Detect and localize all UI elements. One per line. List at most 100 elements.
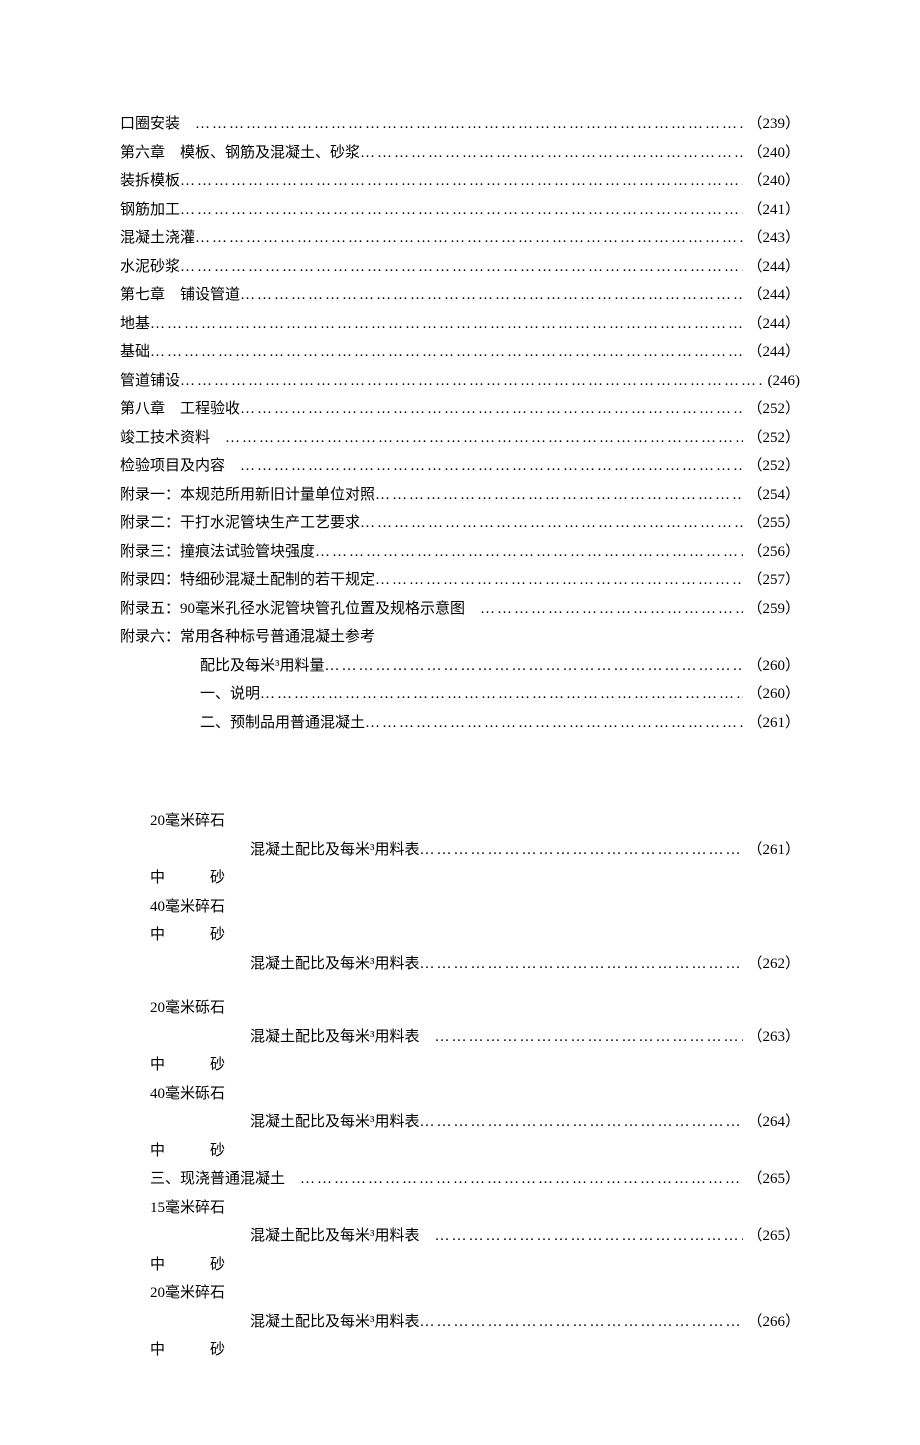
toc-line: 竣工技术资料 （252） bbox=[120, 424, 800, 453]
toc-label: 装拆模板 bbox=[120, 167, 180, 196]
toc-dots bbox=[300, 1165, 743, 1194]
toc-dots bbox=[240, 395, 743, 424]
toc-dots bbox=[180, 253, 743, 282]
toc-line: 第七章 铺设管道 （244） bbox=[120, 281, 800, 310]
plain-line: 15毫米碎石 bbox=[120, 1194, 800, 1223]
toc-page: （252） bbox=[743, 395, 800, 424]
center-sand-line: 中 砂 bbox=[120, 864, 800, 893]
toc-line: 钢筋加工（241） bbox=[120, 196, 800, 225]
toc-label: 附录五：90毫米孔径水泥管块管孔位置及规格示意图 bbox=[120, 595, 465, 624]
toc-label: 附录二：干打水泥管块生产工艺要求 bbox=[120, 509, 360, 538]
toc-dots bbox=[375, 481, 743, 510]
cs-right: 砂 bbox=[210, 1342, 225, 1358]
toc-dots bbox=[315, 538, 743, 567]
toc-page: （255） bbox=[743, 509, 800, 538]
toc-dots bbox=[325, 652, 744, 681]
toc-line: 配比及每米³用料量（260） bbox=[120, 652, 800, 681]
toc-dots bbox=[360, 139, 743, 168]
toc-page: (246) bbox=[764, 367, 801, 396]
toc-line: 附录四：特细砂混凝土配制的若干规定 （257） bbox=[120, 566, 800, 595]
toc-page: （261） bbox=[743, 836, 800, 865]
toc-gap bbox=[210, 424, 225, 453]
toc-dots bbox=[150, 310, 743, 339]
toc-label: 附录六：常用各种标号普通混凝土参考 bbox=[120, 623, 375, 652]
toc-appendix6-sub: 配比及每米³用料量（260）一、说明（260）二、预制品用普通混凝土（261） bbox=[120, 652, 800, 738]
cs-right: 砂 bbox=[210, 1143, 225, 1159]
toc-line: 口圈安装 （239） bbox=[120, 110, 800, 139]
spacer bbox=[120, 978, 800, 994]
toc-label: 混凝土配比及每米³用料表 bbox=[250, 950, 420, 979]
toc-label: 附录四：特细砂混凝土配制的若干规定 bbox=[120, 566, 375, 595]
plain-line: 40毫米碎石 bbox=[120, 893, 800, 922]
toc-label: 混凝土配比及每米³用料表 bbox=[250, 836, 420, 865]
toc-gap bbox=[225, 452, 240, 481]
toc-dots bbox=[360, 509, 743, 538]
toc-gap bbox=[465, 595, 480, 624]
toc-label: 第七章 铺设管道 bbox=[120, 281, 240, 310]
toc-line: 管道铺设(246) bbox=[120, 367, 800, 396]
toc-label: 检验项目及内容 bbox=[120, 452, 225, 481]
toc-page: （264） bbox=[743, 1108, 800, 1137]
toc-line: 一、说明 （260） bbox=[120, 680, 800, 709]
toc-page: （261） bbox=[743, 709, 800, 738]
toc-line: 附录一：本规范所用新旧计量单位对照（254） bbox=[120, 481, 800, 510]
toc-dots bbox=[420, 1308, 744, 1337]
toc-line: 附录二：干打水泥管块生产工艺要求 （255） bbox=[120, 509, 800, 538]
toc-line: 第八章 工程验收 （252） bbox=[120, 395, 800, 424]
toc-page: （241） bbox=[743, 196, 800, 225]
toc-page: （244） bbox=[743, 310, 800, 339]
toc-page: （244） bbox=[743, 281, 800, 310]
toc-label: 第八章 工程验收 bbox=[120, 395, 240, 424]
cs-right: 砂 bbox=[210, 870, 225, 886]
toc-dots bbox=[180, 167, 743, 196]
toc-line: 检验项目及内容 （252） bbox=[120, 452, 800, 481]
toc-upper: 口圈安装 （239）第六章 模板、钢筋及混凝土、砂浆（240）装拆模板（240）… bbox=[120, 110, 800, 623]
plain-line: 20毫米碎石 bbox=[120, 807, 800, 836]
material-group-1: 20毫米碎石混凝土配比及每米³用料表（261）中 砂40毫米碎石中 砂混凝土配比… bbox=[120, 807, 800, 978]
toc-dots bbox=[420, 836, 744, 865]
toc-line: 水泥砂浆（244） bbox=[120, 253, 800, 282]
toc-label: 一、说明 bbox=[200, 680, 260, 709]
center-sand-line: 中 砂 bbox=[120, 1051, 800, 1080]
toc-label: 混凝土配比及每米³用料表 bbox=[250, 1308, 420, 1337]
toc-label: 混凝土配比及每米³用料表 bbox=[250, 1222, 420, 1251]
toc-label: 混凝土配比及每米³用料表 bbox=[250, 1108, 420, 1137]
toc-line: 第六章 模板、钢筋及混凝土、砂浆（240） bbox=[120, 139, 800, 168]
toc-line: 二、预制品用普通混凝土（261） bbox=[120, 709, 800, 738]
toc-page: （262） bbox=[743, 950, 800, 979]
cs-left: 中 bbox=[150, 1057, 165, 1073]
toc-page: （266） bbox=[743, 1308, 800, 1337]
toc-label: 混凝土配比及每米³用料表 bbox=[250, 1023, 420, 1052]
toc-page: （260） bbox=[743, 680, 800, 709]
toc-dots bbox=[480, 595, 743, 624]
toc-line: 附录三：撞痕法试验管块强度（256） bbox=[120, 538, 800, 567]
toc-label: 第六章 模板、钢筋及混凝土、砂浆 bbox=[120, 139, 360, 168]
toc-line: 装拆模板（240） bbox=[120, 167, 800, 196]
cs-left: 中 bbox=[150, 927, 165, 943]
toc-dots bbox=[225, 424, 743, 453]
toc-gap bbox=[285, 1165, 300, 1194]
toc-line: 混凝土配比及每米³用料表 （265） bbox=[120, 1222, 800, 1251]
toc-page: （244） bbox=[743, 253, 800, 282]
toc-page: （257） bbox=[743, 566, 800, 595]
toc-page: （252） bbox=[743, 452, 800, 481]
toc-dots bbox=[195, 110, 743, 139]
toc-gap bbox=[180, 110, 195, 139]
toc-page: （260） bbox=[743, 652, 800, 681]
toc-label: 口圈安装 bbox=[120, 110, 180, 139]
toc-gap bbox=[420, 1222, 435, 1251]
center-sand-line: 中 砂 bbox=[120, 1137, 800, 1166]
cs-right: 砂 bbox=[210, 1257, 225, 1273]
cs-spacer bbox=[165, 870, 210, 886]
plain-line: 20毫米碎石 bbox=[120, 1279, 800, 1308]
toc-page: （263） bbox=[743, 1023, 800, 1052]
toc-dots bbox=[375, 566, 743, 595]
toc-dots bbox=[150, 338, 743, 367]
toc-page: （259） bbox=[743, 595, 800, 624]
toc-dots bbox=[420, 950, 744, 979]
spacer bbox=[120, 737, 800, 807]
toc-line: 混凝土配比及每米³用料表 （263） bbox=[120, 1023, 800, 1052]
toc-label: 三、现浇普通混凝土 bbox=[150, 1165, 285, 1194]
cs-left: 中 bbox=[150, 1257, 165, 1273]
toc-page: （239） bbox=[743, 110, 800, 139]
